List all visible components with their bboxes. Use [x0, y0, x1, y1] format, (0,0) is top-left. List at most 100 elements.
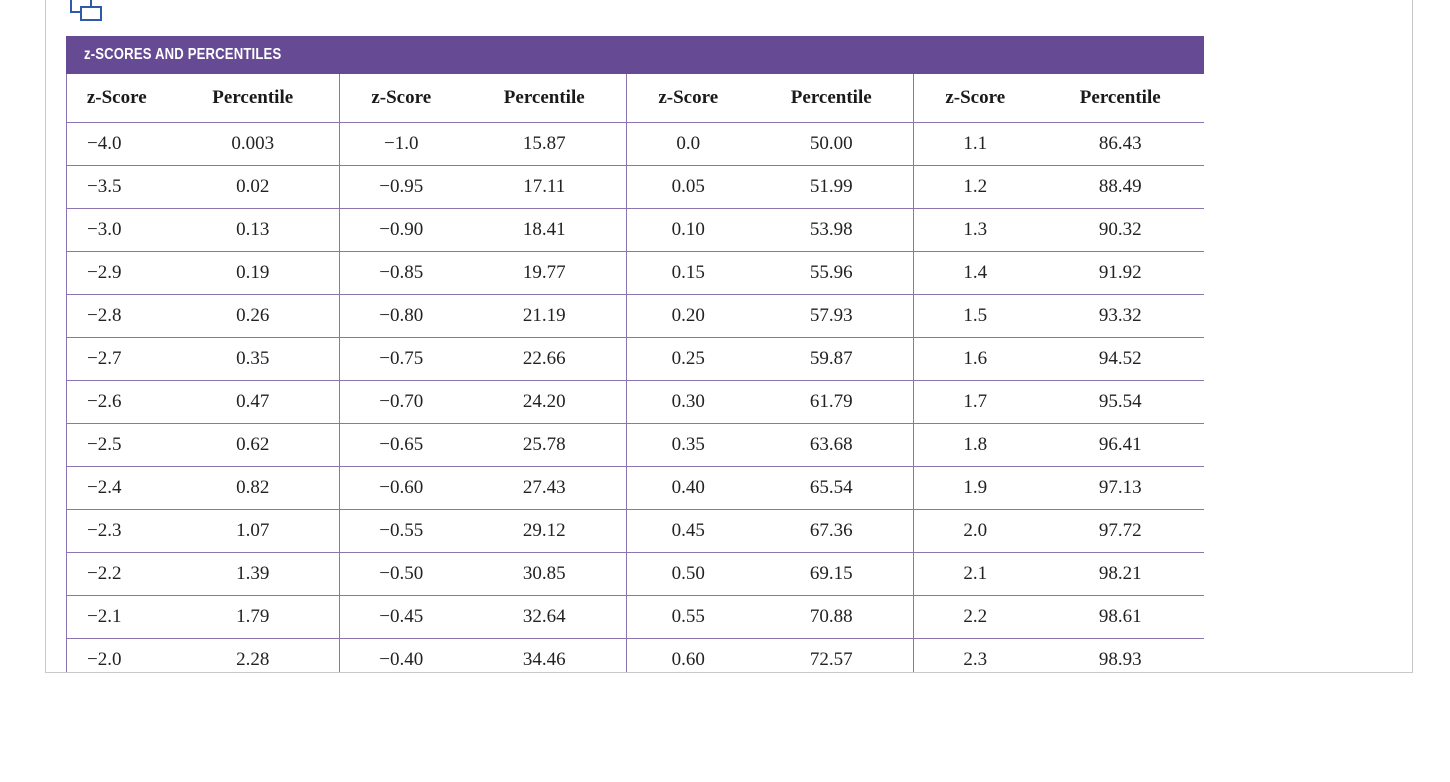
z-score-cell: −0.90 — [339, 208, 463, 252]
z-score-cell: −0.65 — [339, 423, 463, 467]
z-score-cell: −0.85 — [339, 251, 463, 295]
percentile-cell: 59.87 — [749, 337, 914, 381]
percentile-cell: 95.54 — [1036, 380, 1204, 424]
z-score-header: z-Score — [626, 74, 750, 123]
percentile-cell: 15.87 — [462, 122, 627, 166]
z-score-cell: 0.60 — [626, 638, 750, 672]
percentile-cell: 0.13 — [166, 208, 340, 252]
z-score-cell: −0.60 — [339, 466, 463, 510]
percentile-cell: 97.72 — [1036, 509, 1204, 553]
percentile-cell: 0.02 — [166, 165, 340, 209]
table-header-row: z-Score Percentile z-Score Percentile z-Scor… — [66, 74, 1204, 123]
percentile-cell: 63.68 — [749, 423, 914, 467]
table-row: −3.5 0.02 −0.95 17.11 0.05 51.99 1.2 88.49 — [66, 165, 1204, 209]
percentile-cell: 0.82 — [166, 466, 340, 510]
percentile-header: Percentile — [749, 74, 914, 123]
percentile-cell: 18.41 — [462, 208, 627, 252]
z-score-cell: −2.7 — [66, 337, 167, 381]
table-row: −2.7 0.35 −0.75 22.66 0.25 59.87 1.6 94.52 — [66, 337, 1204, 381]
z-score-cell: −2.1 — [66, 595, 167, 639]
percentile-cell: 27.43 — [462, 466, 627, 510]
percentile-cell: 96.41 — [1036, 423, 1204, 467]
table-row: −2.4 0.82 −0.60 27.43 0.40 65.54 1.9 97.13 — [66, 466, 1204, 510]
percentile-cell: 1.79 — [166, 595, 340, 639]
percentile-cell: 24.20 — [462, 380, 627, 424]
z-score-cell: 0.15 — [626, 251, 750, 295]
document-viewer: z-SCORES AND PERCENTILES z-Score Percenti… — [45, 0, 1413, 673]
z-score-grid: z-Score Percentile z-Score Percentile z-Scor… — [66, 74, 1204, 672]
z-score-cell: −2.6 — [66, 380, 167, 424]
expand-window-icon[interactable] — [68, 0, 108, 22]
percentile-cell: 88.49 — [1036, 165, 1204, 209]
z-score-cell: −2.3 — [66, 509, 167, 553]
percentile-cell: 0.47 — [166, 380, 340, 424]
percentile-cell: 0.26 — [166, 294, 340, 338]
percentile-cell: 51.99 — [749, 165, 914, 209]
percentile-cell: 30.85 — [462, 552, 627, 596]
percentile-cell: 32.64 — [462, 595, 627, 639]
z-score-cell: 1.6 — [913, 337, 1037, 381]
percentile-cell: 70.88 — [749, 595, 914, 639]
percentile-header: Percentile — [462, 74, 627, 123]
z-score-cell: 1.1 — [913, 122, 1037, 166]
z-score-cell: 2.2 — [913, 595, 1037, 639]
z-score-cell: 2.3 — [913, 638, 1037, 672]
z-score-cell: −2.8 — [66, 294, 167, 338]
z-score-cell: 0.55 — [626, 595, 750, 639]
table-row: −2.5 0.62 −0.65 25.78 0.35 63.68 1.8 96.41 — [66, 423, 1204, 467]
z-score-cell: −0.55 — [339, 509, 463, 553]
table-body: −4.0 0.003 −1.0 15.87 0.0 50.00 1.1 86.43 −3.5 0.… — [66, 122, 1204, 672]
z-score-cell: 0.30 — [626, 380, 750, 424]
percentile-cell: 67.36 — [749, 509, 914, 553]
z-score-header: z-Score — [913, 74, 1037, 123]
percentile-cell: 0.003 — [166, 122, 340, 166]
percentile-cell: 61.79 — [749, 380, 914, 424]
percentile-cell: 50.00 — [749, 122, 914, 166]
z-score-cell: 0.20 — [626, 294, 750, 338]
percentile-header: Percentile — [166, 74, 340, 123]
percentile-cell: 19.77 — [462, 251, 627, 295]
z-score-cell: 1.2 — [913, 165, 1037, 209]
z-score-cell: 1.3 — [913, 208, 1037, 252]
z-score-cell: −2.5 — [66, 423, 167, 467]
percentile-cell: 34.46 — [462, 638, 627, 672]
z-score-table: z-SCORES AND PERCENTILES z-Score Percenti… — [66, 36, 1204, 672]
percentile-cell: 98.61 — [1036, 595, 1204, 639]
percentile-cell: 97.13 — [1036, 466, 1204, 510]
table-row: −4.0 0.003 −1.0 15.87 0.0 50.00 1.1 86.43 — [66, 122, 1204, 166]
z-score-cell: 1.5 — [913, 294, 1037, 338]
table-row: −2.1 1.79 −0.45 32.64 0.55 70.88 2.2 98.61 — [66, 595, 1204, 639]
table-title: z-SCORES AND PERCENTILES — [66, 36, 1204, 74]
table-row: −2.0 2.28 −0.40 34.46 0.60 72.57 2.3 98.93 — [66, 638, 1204, 672]
z-score-cell: 1.7 — [913, 380, 1037, 424]
z-score-cell: −2.4 — [66, 466, 167, 510]
z-score-cell: −0.80 — [339, 294, 463, 338]
percentile-cell: 65.54 — [749, 466, 914, 510]
z-score-cell: 0.45 — [626, 509, 750, 553]
z-score-cell: 0.0 — [626, 122, 750, 166]
z-score-cell: −2.2 — [66, 552, 167, 596]
z-score-cell: −2.9 — [66, 251, 167, 295]
table-title-text: z-SCORES AND PERCENTILES — [84, 46, 282, 63]
z-score-cell: 0.10 — [626, 208, 750, 252]
z-score-cell: 0.25 — [626, 337, 750, 381]
z-score-cell: 0.50 — [626, 552, 750, 596]
table-row: −2.8 0.26 −0.80 21.19 0.20 57.93 1.5 93.32 — [66, 294, 1204, 338]
percentile-cell: 69.15 — [749, 552, 914, 596]
percentile-cell: 57.93 — [749, 294, 914, 338]
percentile-cell: 1.07 — [166, 509, 340, 553]
percentile-cell: 55.96 — [749, 251, 914, 295]
z-score-cell: −0.75 — [339, 337, 463, 381]
z-score-cell: 2.0 — [913, 509, 1037, 553]
percentile-cell: 2.28 — [166, 638, 340, 672]
z-score-cell: 0.05 — [626, 165, 750, 209]
table-row: −2.6 0.47 −0.70 24.20 0.30 61.79 1.7 95.54 — [66, 380, 1204, 424]
percentile-cell: 21.19 — [462, 294, 627, 338]
z-score-cell: −3.5 — [66, 165, 167, 209]
z-score-cell: 1.9 — [913, 466, 1037, 510]
percentile-cell: 0.35 — [166, 337, 340, 381]
z-score-cell: 0.35 — [626, 423, 750, 467]
z-score-cell: 0.40 — [626, 466, 750, 510]
table-row: −2.3 1.07 −0.55 29.12 0.45 67.36 2.0 97.72 — [66, 509, 1204, 553]
percentile-cell: 1.39 — [166, 552, 340, 596]
